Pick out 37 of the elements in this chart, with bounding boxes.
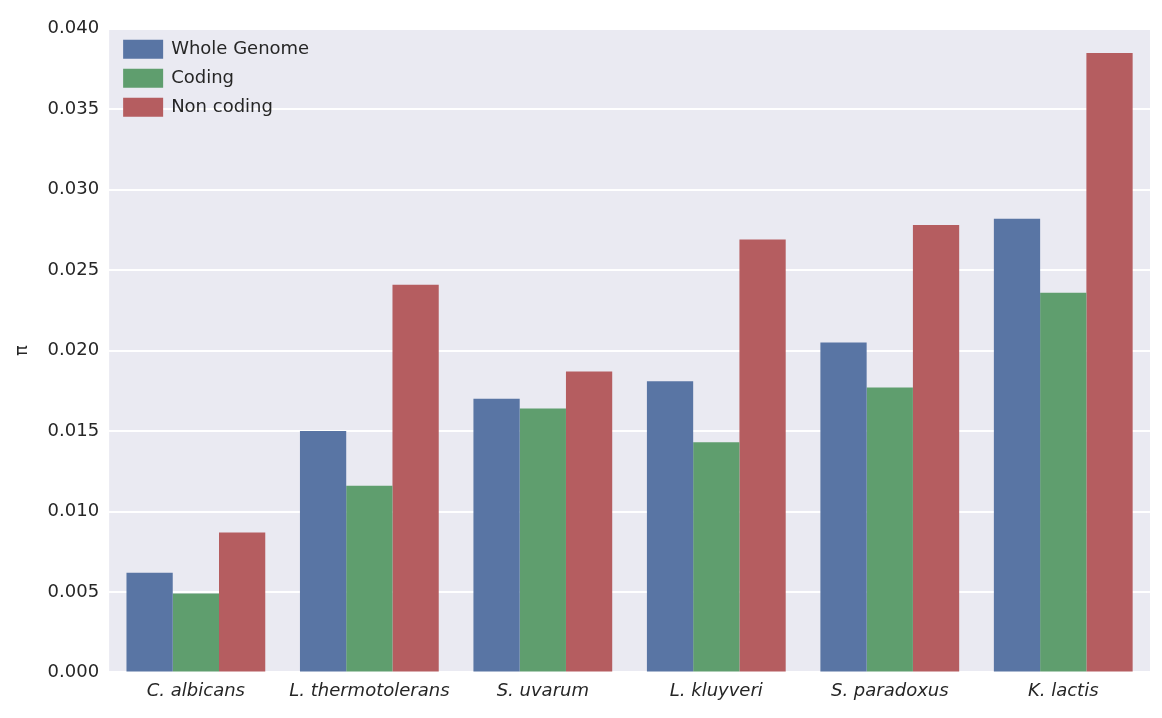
bar <box>346 485 393 672</box>
bar <box>993 218 1041 672</box>
y-tick-label: 0.020 <box>47 338 100 360</box>
y-tick-label: 0.015 <box>47 418 100 440</box>
y-tick-label: 0.040 <box>47 16 100 38</box>
y-axis-title: π <box>10 345 32 357</box>
bar <box>1040 292 1087 672</box>
legend-label: Whole Genome <box>171 37 310 59</box>
x-tick-label: K. lactis <box>1027 678 1099 700</box>
bar <box>565 371 613 672</box>
bar <box>1086 52 1133 672</box>
x-tick-label: S. paradoxus <box>830 678 949 700</box>
bar <box>646 381 694 672</box>
y-tick-label: 0.035 <box>47 96 100 118</box>
bar <box>693 442 740 672</box>
x-tick-label: L. thermotolerans <box>289 678 450 700</box>
y-tick-label: 0.030 <box>47 177 100 199</box>
y-tick-label: 0.005 <box>47 579 100 601</box>
y-tick-label: 0.010 <box>47 499 100 521</box>
legend-label: Non coding <box>171 95 273 117</box>
bar <box>392 284 439 672</box>
bar <box>912 225 960 672</box>
y-tick-label: 0.000 <box>47 660 100 682</box>
bar <box>820 342 867 672</box>
x-tick-label: S. uvarum <box>496 678 589 700</box>
x-tick-label: L. kluyveri <box>669 678 763 700</box>
legend-label: Coding <box>171 66 234 88</box>
bar <box>519 408 566 672</box>
bar <box>473 398 520 672</box>
bar <box>219 532 266 672</box>
y-tick-label: 0.025 <box>47 257 100 279</box>
bar <box>739 239 786 672</box>
bar <box>126 572 173 672</box>
x-tick-label: C. albicans <box>146 678 245 700</box>
bar <box>299 431 347 672</box>
bar <box>866 387 913 672</box>
bar <box>172 593 219 672</box>
